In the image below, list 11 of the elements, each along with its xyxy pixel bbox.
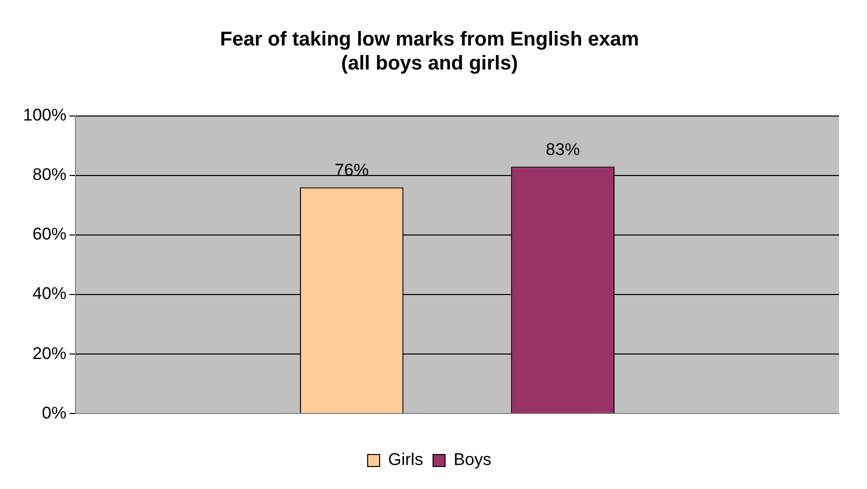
y-tick-label: 60%: [32, 224, 66, 244]
chart-title: Fear of taking low marks from English exam (all boys and girls): [220, 28, 640, 75]
legend-label: Girls: [388, 450, 424, 470]
y-tick-label: 100%: [22, 106, 66, 125]
y-tick-label: 20%: [32, 344, 66, 363]
y-tick-label: 80%: [32, 165, 66, 184]
legend-label: Boys: [454, 450, 492, 470]
y-tick-label: 0%: [42, 403, 66, 422]
data-label: 76%: [334, 160, 369, 180]
data-label: 83%: [546, 140, 580, 159]
y-tick-label: 40%: [32, 284, 66, 304]
